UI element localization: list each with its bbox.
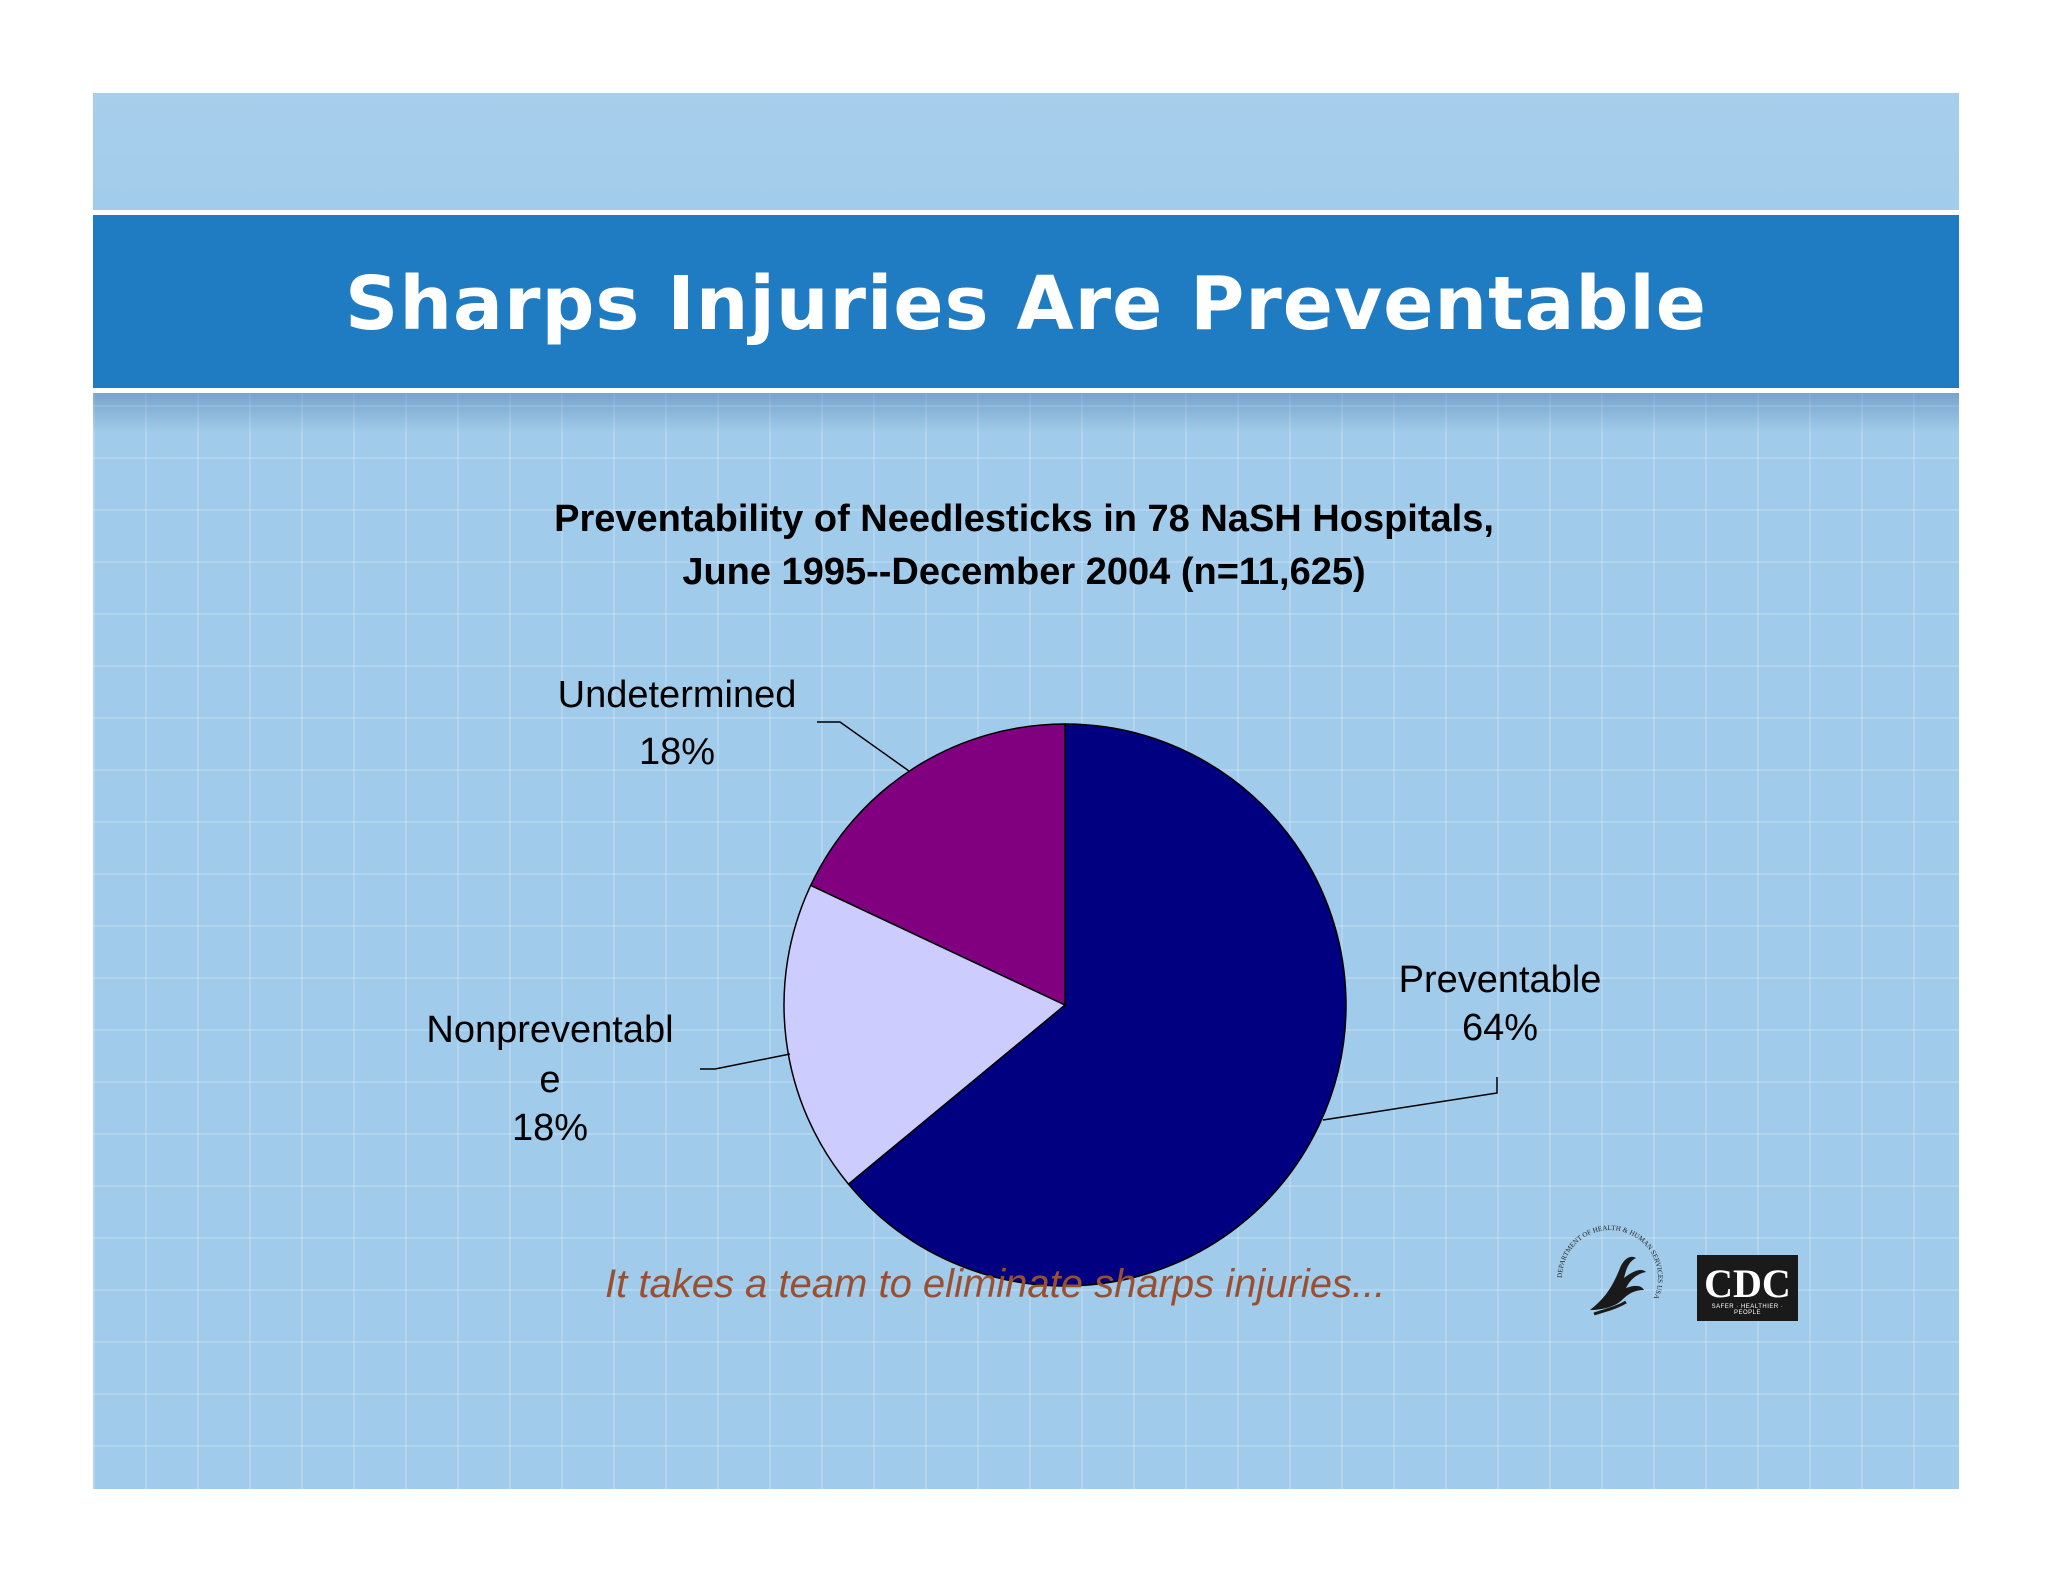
hhs-eagle-seal-icon: DEPARTMENT OF HEALTH & HUMAN SERVICES US… (1556, 1224, 1664, 1316)
cdc-logo-icon: CDC SAFER · HEALTHIER · PEOPLE (1697, 1255, 1798, 1321)
cdc-logo-subtext: SAFER · HEALTHIER · PEOPLE (1711, 1304, 1784, 1316)
leader-line (817, 721, 910, 772)
slice-category-label: Preventable (1399, 959, 1602, 1001)
cdc-logo-text: CDC (1704, 1261, 1791, 1306)
pie-slice (783, 884, 1067, 1186)
banner-shadow (93, 393, 1959, 433)
slice-category-label: e (539, 1059, 560, 1101)
slice-value-label: 64% (1462, 1007, 1538, 1049)
leader-line (1322, 1077, 1498, 1121)
slice-value-label: 18% (639, 731, 715, 773)
slice-category-label: Undetermined (558, 674, 797, 716)
pie-slice (809, 723, 1066, 1007)
pie-slice (847, 723, 1347, 1287)
slice-value-label: 18% (512, 1107, 588, 1149)
slice-category-label: Nonpreventabl (426, 1009, 673, 1051)
page-title: Sharps Injuries Are Preventable (345, 260, 1707, 347)
chart-title-line-1: Preventability of Needlesticks in 78 NaS… (554, 498, 1494, 540)
leader-line (700, 1053, 791, 1070)
top-band (93, 93, 1959, 210)
tagline: It takes a team to eliminate sharps inju… (605, 1262, 1386, 1306)
title-banner: Sharps Injuries Are Preventable (93, 210, 1959, 393)
chart-title-line-2: June 1995--December 2004 (n=11,625) (682, 551, 1366, 593)
